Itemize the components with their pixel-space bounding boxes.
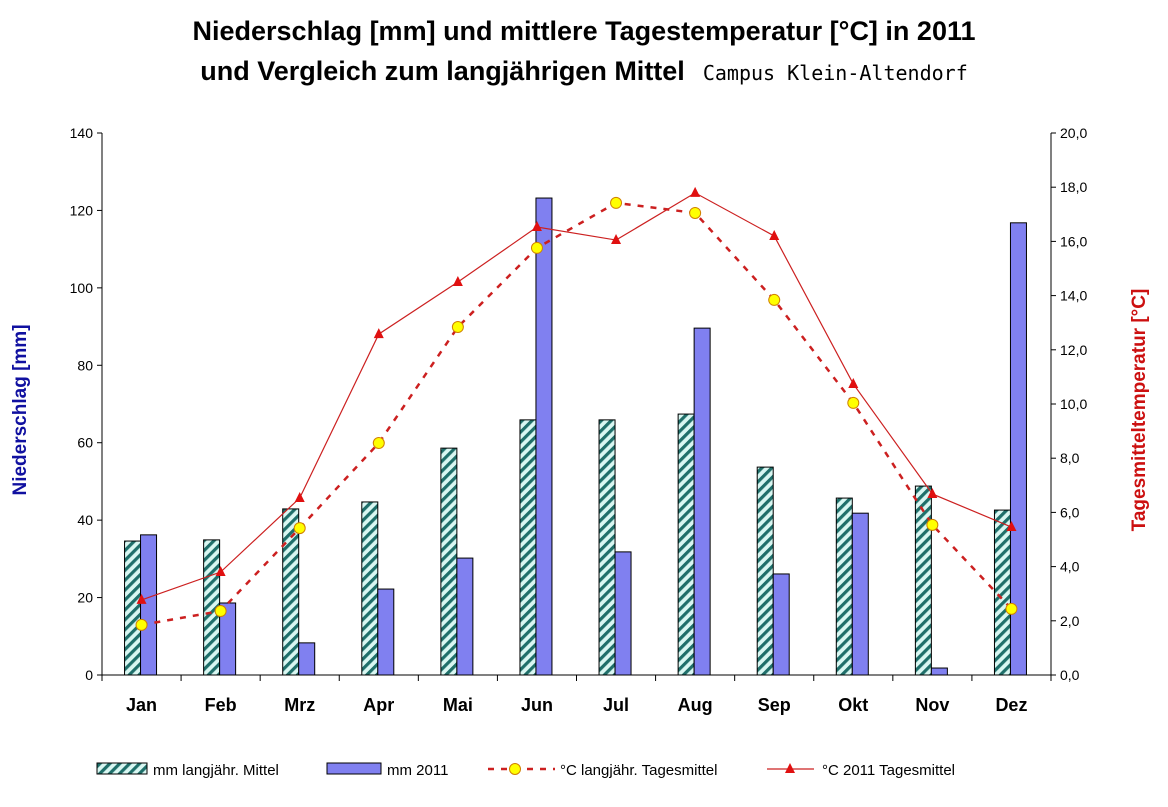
y-tick-label: 120	[70, 202, 94, 218]
y-tick-label: 40	[77, 512, 93, 528]
x-tick-label: Mai	[443, 695, 473, 715]
y2-tick-label: 8,0	[1060, 450, 1080, 466]
bar-mittel	[282, 508, 300, 676]
point-2011	[927, 487, 938, 498]
chart-title-line2: und Vergleich zum langjährigen Mittel Cam…	[0, 56, 1168, 87]
bar-2011	[219, 602, 237, 676]
y2-tick-label: 20,0	[1060, 125, 1087, 141]
y2-tick-label: 12,0	[1060, 342, 1087, 358]
point-mittel	[926, 518, 939, 531]
bar-2011	[456, 557, 474, 676]
point-mittel	[135, 618, 148, 631]
point-mittel	[1005, 602, 1018, 615]
point-2011	[531, 221, 542, 232]
point-mittel	[451, 321, 464, 334]
legend-label-mittel: mm langjähr. Mittel	[153, 762, 279, 779]
legend-label-temp-mittel: °C langjähr. Tagesmittel	[560, 762, 717, 779]
bar-mittel	[914, 485, 932, 676]
y-tick-label: 0	[85, 667, 93, 683]
chart-subtitle: Campus Klein-Altendorf	[702, 61, 968, 85]
point-mittel	[610, 196, 623, 209]
bar-2011	[377, 588, 395, 676]
y2-tick-label: 4,0	[1060, 559, 1080, 575]
bar-2011	[614, 551, 632, 676]
bar-mittel	[519, 419, 537, 676]
bar-mittel	[677, 413, 695, 676]
bar-2011	[851, 512, 869, 676]
x-tick-label: Sep	[758, 695, 791, 715]
chart-title: Niederschlag [mm] und mittlere Tagestemp…	[192, 16, 976, 46]
y2-axis-label: Tagesmitteltemperatur [°C]	[1129, 289, 1150, 532]
x-tick-label: Feb	[205, 695, 237, 715]
x-tick-label: Jul	[603, 695, 629, 715]
line-2011	[141, 192, 1012, 601]
y2-tick-label: 16,0	[1060, 233, 1087, 249]
bar-2011	[930, 667, 948, 676]
point-2011	[215, 566, 226, 577]
point-mittel	[530, 241, 543, 254]
y-tick-label: 20	[77, 590, 93, 606]
x-tick-label: Jan	[126, 695, 157, 715]
y2-tick-label: 0,0	[1060, 667, 1080, 683]
point-2011	[1006, 521, 1017, 532]
point-2011	[373, 328, 384, 339]
bar-2011	[535, 197, 553, 676]
bar-2011	[693, 327, 711, 676]
legend-label-temp-2011: °C 2011 Tagesmittel	[822, 762, 955, 779]
point-2011	[452, 276, 463, 287]
y2-tick-label: 6,0	[1060, 504, 1080, 520]
point-2011	[294, 492, 305, 503]
x-tick-label: Nov	[915, 695, 949, 715]
y2-tick-label: 2,0	[1060, 613, 1080, 629]
point-2011	[769, 229, 780, 240]
legend-marker-temp-mittel	[509, 763, 521, 775]
legend-marker-temp-2011	[785, 763, 795, 773]
bar-mittel	[598, 419, 616, 676]
bar-2011	[140, 534, 158, 676]
chart-title-line2-text: und Vergleich zum langjährigen Mittel	[200, 56, 685, 86]
bar-mittel	[361, 501, 379, 676]
point-mittel	[768, 293, 781, 306]
x-tick-label: Aug	[678, 695, 713, 715]
legend-swatch-mittel	[96, 762, 148, 775]
y-tick-label: 140	[70, 125, 94, 141]
line-mittel	[141, 201, 1013, 627]
y-tick-label: 100	[70, 280, 94, 296]
y-tick-label: 60	[77, 435, 93, 451]
y-axis-label: Niederschlag [mm]	[10, 324, 31, 495]
point-2011	[848, 377, 859, 388]
point-2011	[611, 234, 622, 245]
x-tick-label: Okt	[838, 695, 868, 715]
bar-2011	[298, 642, 316, 676]
x-tick-label: Dez	[995, 695, 1027, 715]
legend-label-2011: mm 2011	[387, 762, 448, 779]
y2-tick-label: 10,0	[1060, 396, 1087, 412]
bar-2011	[772, 573, 790, 676]
legend-swatch-2011	[326, 762, 382, 775]
bar-mittel	[124, 540, 142, 676]
bar-mittel	[993, 509, 1011, 676]
point-mittel	[214, 605, 227, 618]
point-mittel	[293, 522, 306, 535]
bar-mittel	[440, 447, 458, 676]
x-tick-label: Jun	[521, 695, 553, 715]
x-tick-label: Apr	[363, 695, 394, 715]
point-2011	[136, 593, 147, 604]
point-mittel	[372, 437, 385, 450]
point-mittel	[847, 396, 860, 409]
y2-tick-label: 18,0	[1060, 179, 1087, 195]
y2-tick-label: 14,0	[1060, 288, 1087, 304]
point-2011	[690, 186, 701, 197]
x-tick-label: Mrz	[284, 695, 315, 715]
point-mittel	[689, 206, 702, 219]
bar-mittel	[756, 466, 774, 676]
bar-2011	[1009, 222, 1027, 676]
y-tick-label: 80	[77, 357, 93, 373]
bar-mittel	[835, 497, 853, 676]
